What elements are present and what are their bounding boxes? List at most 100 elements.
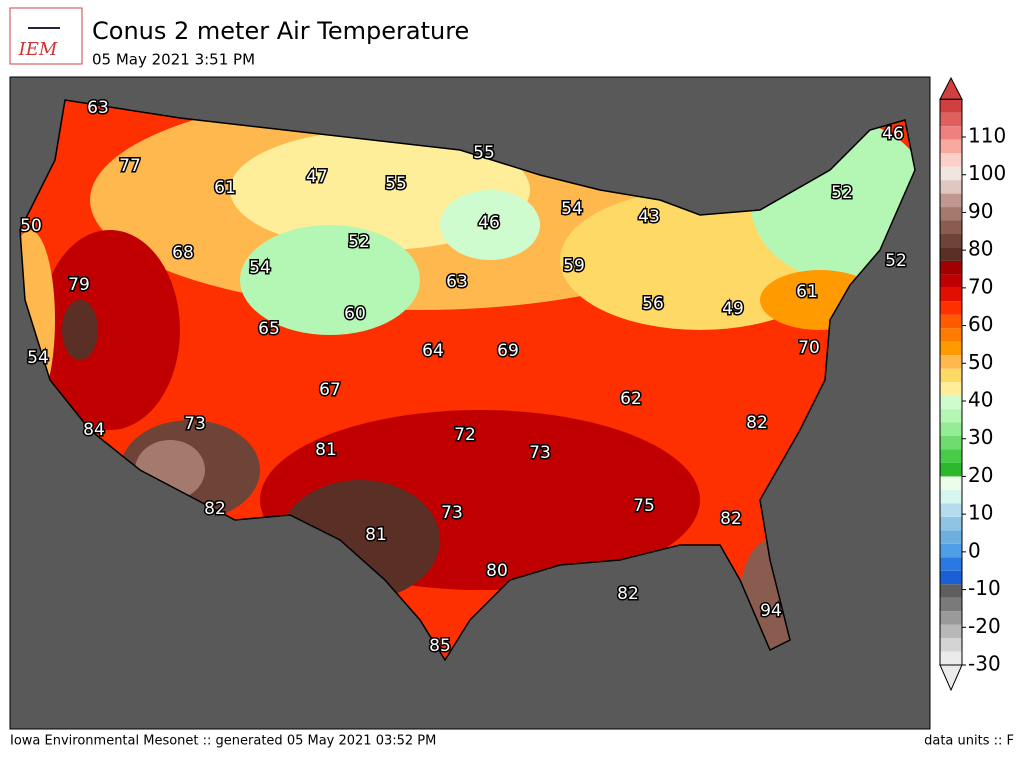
colorbar-segment [940,153,962,167]
station-value: 77 [119,156,141,176]
us-outline [19,99,916,662]
colorbar-segment [940,462,962,477]
colorbar-tick-label: 30 [968,425,993,449]
colorbar-segment [940,207,962,221]
station-value: 73 [184,414,206,434]
footer-left: Iowa Environmental Mesonet :: generated … [10,734,436,749]
colorbar-segment [940,247,962,261]
footer-right: data units :: F [924,734,1014,749]
colorbar-segment [940,180,962,194]
colorbar-tick-label: 10 [968,501,993,525]
colorbar-segment [940,193,962,208]
station-value: 94 [760,601,782,621]
colorbar-tick-label: -30 [968,652,1001,676]
colorbar-segment [940,166,962,181]
colorbar-segment [940,355,962,369]
station-value: 47 [306,167,328,187]
station-value: 60 [344,304,366,324]
subtitle: 05 May 2021 3:51 PM [92,51,255,69]
colorbar-segment [940,516,962,531]
colorbar-segment [940,409,962,423]
station-value: 81 [365,525,387,545]
station-value: 82 [204,499,226,519]
station-value: 65 [258,319,280,339]
colorbar-segment [940,503,962,517]
station-value: 80 [486,561,508,581]
colorbar-segment [940,557,962,571]
station-value: 82 [617,584,639,604]
colorbar-segment [940,382,962,396]
station-value: 52 [885,251,907,271]
colorbar-tick-label: 80 [968,237,993,261]
colorbar-segment [940,597,962,612]
station-value: 70 [798,338,820,358]
colorbar-frame [939,98,963,666]
colorbar-segment [940,260,962,275]
colorbar-arrow [939,664,963,692]
colorbar-tick-label: 0 [968,538,981,562]
station-labels: 63 77 61 47 55 55 46 52 54 43 46 50 68 52 54 63 59 52 61 79… [19,97,909,658]
station-value: 62 [620,389,642,409]
colorbar: -30 -20 -10 0 10 20 30 40 50 60 70 80 90 100 110 [939,76,1006,692]
colorbar-segment [940,112,962,127]
station-value: 54 [561,199,583,219]
station-value: 54 [249,258,271,278]
colorbar-segment [940,139,962,154]
station-value: 68 [172,243,194,263]
station-value: 54 [27,348,49,368]
station-value: 75 [633,496,655,516]
colorbar-segment [940,530,962,544]
colorbar-segment [940,611,962,625]
colorbar-segment [940,126,962,140]
colorbar-arrow [939,76,963,100]
colorbar-segment [940,624,962,639]
colorbar-segment [940,489,962,504]
station-value: 73 [529,443,551,463]
station-value: 63 [87,98,109,118]
station-value: 56 [642,294,664,314]
station-value: 73 [441,503,463,523]
station-value: 72 [454,425,476,445]
station-value: 63 [446,272,468,292]
station-value: 82 [720,509,742,529]
colorbar-segment [940,233,962,248]
station-value: 43 [638,207,660,227]
station-value: 61 [796,282,818,302]
station-value: 82 [746,413,768,433]
station-value: 69 [497,341,519,361]
station-value: 49 [722,299,744,319]
station-value: 64 [422,341,444,361]
colorbar-tick-label: 110 [968,124,1006,148]
colorbar-tick-label: 20 [968,463,993,487]
title: Conus 2 meter Air Temperature [92,17,469,45]
colorbar-segment [940,570,962,585]
station-value: 52 [348,232,370,252]
station-value: 59 [563,256,585,276]
colorbar-segment [940,274,962,288]
colorbar-segment [940,368,962,383]
logo: IEM [9,7,83,65]
station-value: 55 [473,143,495,163]
colorbar-segment [940,328,962,342]
colorbar-tick-label: 90 [968,199,993,223]
colorbar-tick-label: 40 [968,388,993,412]
colorbar-tick-label: -10 [968,576,1001,600]
station-value: 46 [882,124,904,144]
station-value: 55 [385,174,407,194]
station-value: 61 [214,178,236,198]
station-value: 79 [68,275,90,295]
colorbar-segment [940,584,962,598]
colorbar-tick-label: 50 [968,350,993,374]
colorbar-tick-label: 60 [968,312,993,336]
colorbar-segment [940,220,962,234]
colorbar-segment [940,341,962,356]
colorbar-segment [940,395,962,410]
station-value: 84 [83,420,105,440]
colorbar-segment [940,436,962,450]
station-value: 52 [831,183,853,203]
colorbar-tick-label: 70 [968,274,993,298]
colorbar-segment [940,543,962,558]
station-value: 67 [319,380,341,400]
station-value: 46 [478,213,500,233]
